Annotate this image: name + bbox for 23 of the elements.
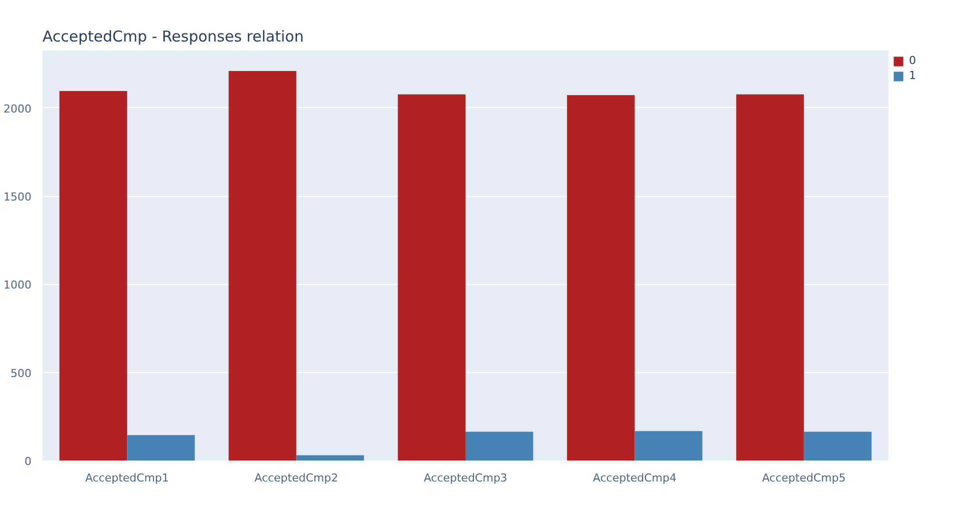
bar — [736, 94, 804, 460]
x-tick-label: AcceptedCmp1 — [85, 472, 169, 484]
y-tick-label: 1500 — [4, 190, 32, 204]
legend-label: 1 — [909, 69, 917, 82]
bar — [466, 432, 534, 460]
chart-title: AcceptedCmp - Responses relation — [42, 28, 304, 46]
x-tick-label: AcceptedCmp5 — [762, 472, 846, 484]
x-tick-label: AcceptedCmp3 — [424, 472, 508, 484]
bar — [567, 95, 635, 460]
bar — [296, 455, 364, 460]
bar — [228, 70, 296, 460]
bar — [398, 94, 466, 460]
y-tick-label: 0 — [24, 455, 32, 468]
y-tick-label: 500 — [10, 366, 32, 380]
y-tick-label: 1000 — [4, 278, 32, 292]
bar — [59, 91, 128, 460]
bar — [634, 431, 702, 460]
bar — [804, 432, 872, 460]
x-tick-label: AcceptedCmp2 — [254, 472, 338, 484]
y-tick-label: 2000 — [4, 102, 32, 116]
bar — [127, 435, 195, 460]
legend-label: 0 — [909, 54, 917, 67]
x-tick-label: AcceptedCmp4 — [592, 472, 677, 484]
